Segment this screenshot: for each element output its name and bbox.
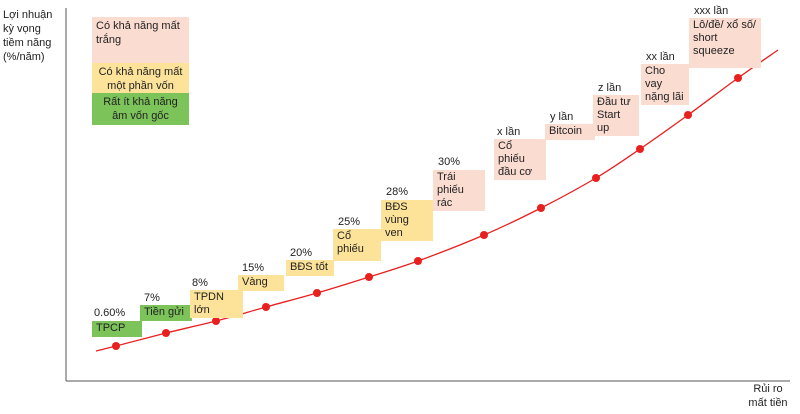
data-point-1 — [112, 342, 120, 350]
point-name-label: TPCP — [92, 321, 142, 337]
point-value-label: y lần — [550, 111, 574, 123]
legend-item-low-risk: Rất ít khả năng âm vốn gốc — [92, 93, 189, 125]
point-name-label: BĐS vùng ven — [381, 200, 433, 241]
point-value-label: 30% — [438, 156, 461, 168]
data-point-4 — [262, 303, 270, 311]
point-value-label: 20% — [290, 247, 313, 259]
data-point-13 — [734, 74, 742, 82]
point-name-label: TPDN lớn — [190, 290, 243, 318]
point-name-label: BĐS tốt — [286, 260, 334, 276]
point-value-label: 15% — [242, 262, 265, 274]
data-point-8 — [480, 231, 488, 239]
point-name-label: Lô/đề/ xổ số/ short squeeze — [689, 18, 761, 68]
point-value-label: 28% — [386, 186, 409, 198]
point-value-label: xxx lần — [694, 5, 729, 17]
point-name-label: Đầu tư Start up — [593, 95, 639, 136]
legend-item-partial-loss: Có khả năng mất một phần vốn — [92, 63, 189, 93]
point-value-label: 25% — [338, 216, 361, 228]
legend-item-total-loss: Có khả năng mất trắng — [92, 17, 189, 63]
point-name-label: Bitcoin — [545, 124, 595, 140]
axes — [65, 8, 790, 382]
y-axis-title: Lợi nhuận kỳ vọng tiềm năng (%/năm) — [3, 9, 53, 63]
point-name-label: Cổ phiếu — [333, 229, 381, 261]
point-value-label: z lần — [598, 82, 622, 94]
data-point-3 — [212, 317, 220, 325]
point-value-label: 7% — [144, 292, 160, 304]
point-value-label: 8% — [192, 277, 208, 289]
data-point-5 — [313, 289, 321, 297]
point-value-label: x lần — [497, 126, 521, 138]
point-name-label: Cho vay nặng lãi — [641, 64, 689, 105]
point-name-label: Trái phiếu rác — [433, 170, 485, 211]
data-point-10 — [592, 174, 600, 182]
data-point-6 — [365, 273, 373, 281]
data-point-12 — [684, 111, 692, 119]
point-value-label: 0.60% — [94, 307, 126, 319]
point-name-label: Tiền gửi — [140, 305, 192, 321]
data-point-11 — [636, 145, 644, 153]
data-points — [112, 74, 742, 350]
x-axis-title: Rủi ro mất tiền — [748, 383, 788, 409]
point-name-label: Vàng — [238, 275, 284, 291]
data-point-2 — [162, 329, 170, 337]
data-point-7 — [414, 257, 422, 265]
point-value-label: xx lần — [646, 51, 675, 63]
data-point-9 — [537, 204, 545, 212]
point-name-label: Cổ phiếu đầu cơ — [494, 139, 546, 180]
